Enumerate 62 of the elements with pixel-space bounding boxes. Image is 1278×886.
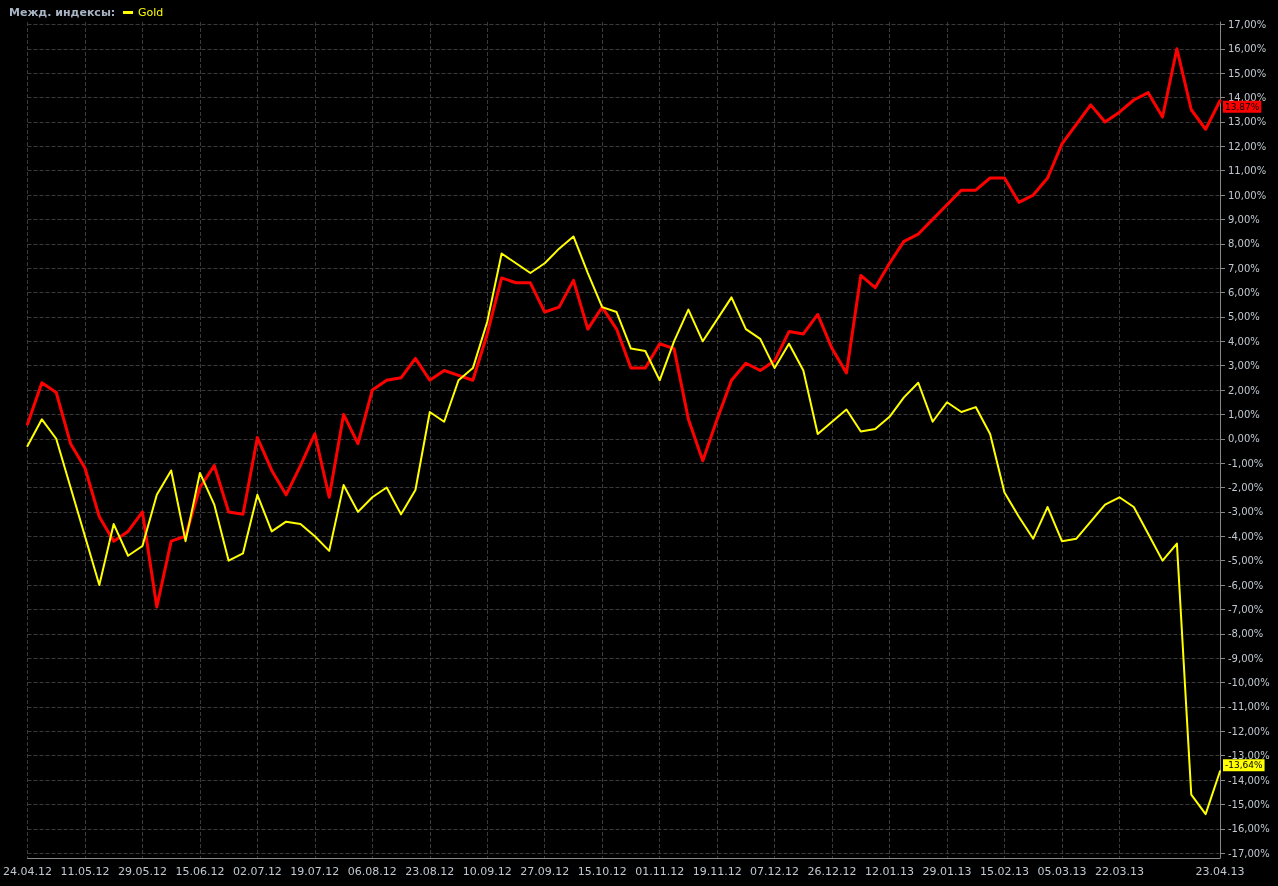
y-tick-label: 4,00% bbox=[1228, 335, 1260, 347]
y-tick-label: -11,00% bbox=[1228, 701, 1270, 713]
y-tick-label: 12,00% bbox=[1228, 140, 1267, 152]
x-tick-label: 23.08.12 bbox=[405, 865, 455, 878]
y-tick-label: 0,00% bbox=[1228, 433, 1260, 445]
x-tick-label: 29.01.13 bbox=[922, 865, 972, 878]
y-tick-label: 11,00% bbox=[1228, 165, 1267, 177]
y-tick-label: -14,00% bbox=[1228, 774, 1270, 786]
y-tick-label: 15,00% bbox=[1228, 67, 1267, 79]
x-tick-label: 27.09.12 bbox=[520, 865, 570, 878]
y-tick-label: -6,00% bbox=[1228, 579, 1264, 591]
x-tick-label: 22.03.13 bbox=[1094, 865, 1144, 878]
y-tick-label: -4,00% bbox=[1228, 530, 1264, 542]
y-tick-label: -3,00% bbox=[1228, 506, 1264, 518]
y-tick-label: 17,00% bbox=[1228, 18, 1267, 30]
y-tick-label: 13,00% bbox=[1228, 116, 1267, 128]
y-tick-label: -2,00% bbox=[1228, 482, 1264, 494]
y-tick-label: -9,00% bbox=[1228, 652, 1264, 664]
y-tick-label: 8,00% bbox=[1228, 238, 1260, 250]
x-tick-label: 15.06.12 bbox=[175, 865, 225, 878]
x-tick-label: 01.11.12 bbox=[635, 865, 685, 878]
line-series bbox=[26, 235, 1221, 816]
x-tick-label: 06.08.12 bbox=[347, 865, 397, 878]
x-tick-label: 10.09.12 bbox=[462, 865, 512, 878]
y-tick-label: 7,00% bbox=[1228, 262, 1260, 274]
y-tick-label: -12,00% bbox=[1228, 725, 1270, 737]
x-tick-label: 24.04.12 bbox=[3, 865, 52, 878]
y-tick-label: -10,00% bbox=[1228, 677, 1270, 689]
chart-title: Межд. индексы: bbox=[9, 6, 116, 19]
data-label: -13,64% bbox=[1225, 760, 1264, 771]
y-tick-label: 6,00% bbox=[1228, 287, 1260, 299]
x-tick-label: 15.10.12 bbox=[577, 865, 627, 878]
x-tick-label: 11.05.12 bbox=[60, 865, 110, 878]
y-tick-label: -8,00% bbox=[1228, 628, 1264, 640]
x-tick-label: 05.03.13 bbox=[1037, 865, 1087, 878]
x-tick-label: 15.02.13 bbox=[979, 865, 1029, 878]
x-tick-label: 19.07.12 bbox=[290, 865, 340, 878]
y-tick-label: 14,00% bbox=[1228, 92, 1267, 104]
y-tick-label: 1,00% bbox=[1228, 408, 1260, 420]
x-tick-label: 29.05.12 bbox=[117, 865, 167, 878]
y-tick-label: -13,00% bbox=[1228, 750, 1270, 762]
y-tick-label: -16,00% bbox=[1228, 823, 1270, 835]
x-tick-label: 23.04.13 bbox=[1195, 865, 1245, 878]
y-tick-label: 16,00% bbox=[1228, 43, 1267, 55]
y-tick-label: -15,00% bbox=[1228, 798, 1270, 810]
y-tick-label: -1,00% bbox=[1228, 457, 1264, 469]
y-tick-label: 10,00% bbox=[1228, 189, 1267, 201]
y-tick-label: 9,00% bbox=[1228, 213, 1260, 225]
x-tick-label: 26.12.12 bbox=[807, 865, 857, 878]
y-tick-label: -5,00% bbox=[1228, 555, 1264, 567]
y-tick-label: -7,00% bbox=[1228, 603, 1264, 615]
y-tick-label: -17,00% bbox=[1228, 847, 1270, 859]
y-tick-label: 3,00% bbox=[1228, 360, 1260, 372]
y-tick-label: 5,00% bbox=[1228, 311, 1260, 323]
legend-label: Gold bbox=[138, 6, 164, 19]
x-tick-label: 12.01.13 bbox=[865, 865, 915, 878]
data-label: 13,87% bbox=[1225, 101, 1260, 112]
y-tick-label: 2,00% bbox=[1228, 384, 1260, 396]
x-tick-label: 07.12.12 bbox=[750, 865, 800, 878]
line-series bbox=[25, 47, 1222, 609]
x-tick-label: 02.07.12 bbox=[232, 865, 282, 878]
x-tick-label: 19.11.12 bbox=[692, 865, 742, 878]
